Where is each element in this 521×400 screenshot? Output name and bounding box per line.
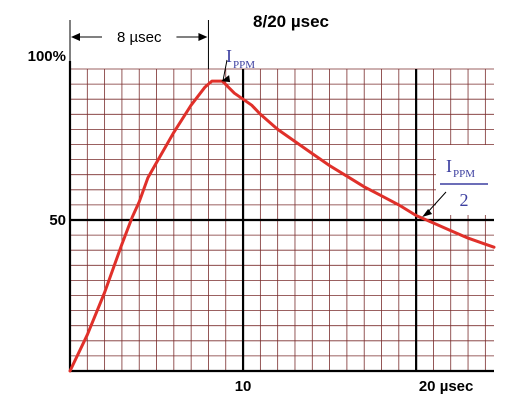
half-label-background bbox=[436, 145, 494, 215]
chart-title: 8/20 µsec bbox=[253, 12, 329, 31]
y-tick-label: 100% bbox=[28, 48, 66, 65]
tick-labels: 10 20 µsec 100% 50 bbox=[28, 48, 474, 395]
peak-arrowhead-icon bbox=[221, 75, 231, 83]
arrowhead-left-icon bbox=[71, 33, 80, 41]
x-tick-label: 20 µsec bbox=[419, 378, 474, 395]
half-arrow-line bbox=[425, 191, 447, 215]
y-tick-label: 50 bbox=[49, 212, 66, 229]
axes bbox=[68, 61, 494, 373]
x-tick-label: 10 bbox=[235, 378, 252, 395]
series-layer bbox=[68, 79, 496, 373]
half-label: I bbox=[446, 156, 452, 176]
half-label-subscript: PPM bbox=[453, 168, 475, 180]
peak-arrow-line bbox=[222, 59, 228, 81]
rise-time-label: 8 µsec bbox=[117, 29, 162, 46]
arrowhead-right-icon bbox=[198, 33, 208, 41]
peak-label: I bbox=[226, 46, 232, 66]
half-arrowhead-icon bbox=[422, 209, 433, 217]
half-label-denominator: 2 bbox=[460, 190, 469, 210]
peak-label-subscript: PPM bbox=[233, 59, 255, 71]
series-line-1 bbox=[68, 79, 496, 373]
